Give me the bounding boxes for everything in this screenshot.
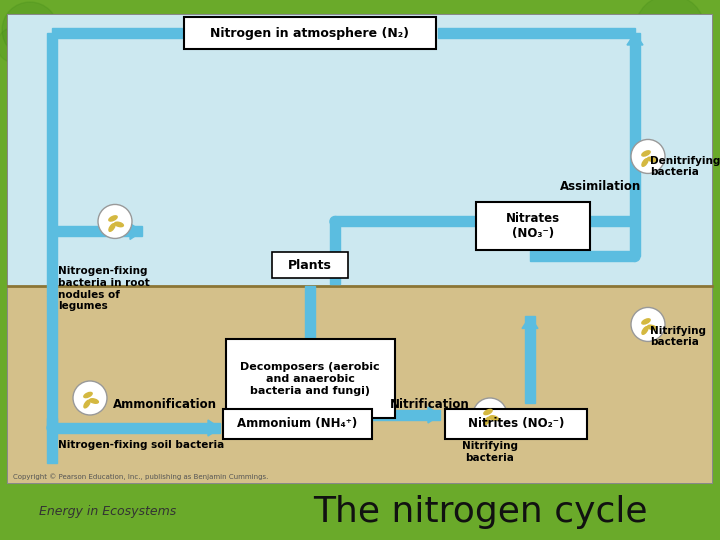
Polygon shape <box>302 349 318 361</box>
Polygon shape <box>302 408 318 420</box>
Text: Nitrifying
bacteria: Nitrifying bacteria <box>650 326 706 347</box>
Ellipse shape <box>490 416 498 420</box>
Text: Denitrifying
bacteria: Denitrifying bacteria <box>650 156 720 177</box>
Polygon shape <box>438 28 635 38</box>
Ellipse shape <box>84 393 92 397</box>
FancyBboxPatch shape <box>223 409 372 439</box>
Polygon shape <box>525 316 535 403</box>
Polygon shape <box>47 418 57 428</box>
Circle shape <box>73 381 107 415</box>
Ellipse shape <box>109 216 117 221</box>
Text: Nitrogen-fixing
bacteria in root
nodules of
legumes: Nitrogen-fixing bacteria in root nodules… <box>58 266 150 311</box>
Circle shape <box>330 217 340 226</box>
Polygon shape <box>335 217 635 226</box>
Text: Energy in Ecosystems: Energy in Ecosystems <box>40 505 176 518</box>
Polygon shape <box>530 252 635 261</box>
Ellipse shape <box>647 325 657 330</box>
Polygon shape <box>47 33 57 296</box>
Polygon shape <box>428 407 440 423</box>
Circle shape <box>47 423 57 433</box>
Text: Nitrification: Nitrification <box>390 398 470 411</box>
Circle shape <box>98 205 132 239</box>
Text: Nitrogen in atmosphere (N₂): Nitrogen in atmosphere (N₂) <box>210 26 410 39</box>
Circle shape <box>631 139 665 173</box>
Bar <box>8 286 712 483</box>
Ellipse shape <box>84 400 90 408</box>
Ellipse shape <box>642 319 650 324</box>
Polygon shape <box>522 316 538 328</box>
Bar <box>0 483 720 540</box>
Circle shape <box>630 252 640 261</box>
Text: Plants: Plants <box>288 259 332 272</box>
Circle shape <box>670 30 710 70</box>
Ellipse shape <box>642 327 648 334</box>
Polygon shape <box>52 226 142 237</box>
Circle shape <box>0 27 33 63</box>
Polygon shape <box>627 33 643 45</box>
Ellipse shape <box>484 409 492 415</box>
Text: Decomposers (aerobic
and anaerobic
bacteria and fungi): Decomposers (aerobic and anaerobic bacte… <box>240 362 380 395</box>
Text: Ammonification: Ammonification <box>113 398 217 411</box>
FancyBboxPatch shape <box>225 340 395 418</box>
Polygon shape <box>130 224 142 239</box>
Polygon shape <box>208 420 220 436</box>
Circle shape <box>2 2 58 58</box>
Polygon shape <box>52 28 182 38</box>
Ellipse shape <box>642 159 648 166</box>
Text: Ammonium (NH₄⁺): Ammonium (NH₄⁺) <box>238 417 358 430</box>
Ellipse shape <box>647 157 657 161</box>
Circle shape <box>631 307 665 341</box>
Circle shape <box>473 398 507 432</box>
Polygon shape <box>370 410 440 420</box>
Text: Nitrates
(NO₃⁻): Nitrates (NO₃⁻) <box>506 212 560 240</box>
FancyBboxPatch shape <box>184 17 436 49</box>
Polygon shape <box>630 33 640 256</box>
Text: Nitrites (NO₂⁻): Nitrites (NO₂⁻) <box>468 417 564 430</box>
Polygon shape <box>52 423 220 433</box>
Ellipse shape <box>642 151 650 156</box>
Polygon shape <box>47 296 57 463</box>
Ellipse shape <box>114 222 123 227</box>
Ellipse shape <box>89 399 99 403</box>
FancyBboxPatch shape <box>272 252 348 279</box>
Polygon shape <box>305 286 315 361</box>
Bar <box>8 15 712 286</box>
Polygon shape <box>327 273 343 285</box>
Text: The nitrogen cycle: The nitrogen cycle <box>312 495 647 529</box>
Polygon shape <box>330 221 340 285</box>
Ellipse shape <box>109 224 115 231</box>
Text: Assimilation: Assimilation <box>560 180 642 193</box>
Polygon shape <box>305 408 315 427</box>
Text: Nitrogen-fixing soil bacteria: Nitrogen-fixing soil bacteria <box>58 440 224 450</box>
Circle shape <box>635 0 705 65</box>
FancyBboxPatch shape <box>445 409 587 439</box>
FancyBboxPatch shape <box>476 202 590 251</box>
Text: Nitrifying
bacteria: Nitrifying bacteria <box>462 441 518 463</box>
Bar <box>8 15 712 483</box>
Ellipse shape <box>484 417 490 425</box>
Text: Copyright © Pearson Education, Inc., publishing as Benjamin Cummings.: Copyright © Pearson Education, Inc., pub… <box>13 474 269 480</box>
